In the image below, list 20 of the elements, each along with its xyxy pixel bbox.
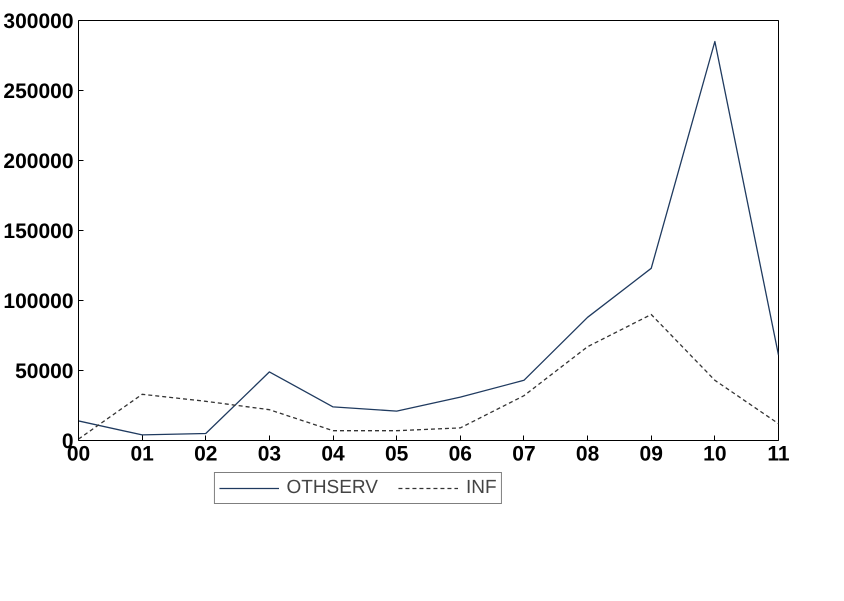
x-tick-label: 11 [767, 442, 790, 466]
x-tick-label: 05 [385, 442, 409, 466]
y-tick-label: 200000 [3, 150, 74, 173]
legend-label: OTHSERV [286, 477, 378, 499]
y-tick-label: 300000 [3, 10, 74, 33]
y-tick-label: 150000 [3, 220, 74, 243]
x-tick-label: 02 [194, 442, 218, 466]
x-tick-label: 09 [640, 442, 663, 466]
y-tick-label: 250000 [3, 80, 74, 103]
line-series [78, 40, 778, 436]
x-tick-label: 08 [576, 442, 600, 466]
legend-label: INF [466, 477, 497, 499]
x-tick-label: 06 [448, 442, 472, 466]
x-tick-label: 01 [130, 442, 154, 466]
y-tick-label: 100000 [3, 290, 74, 313]
x-tick-label: 04 [321, 442, 346, 466]
x-tick-label: 03 [258, 442, 282, 466]
y-tick-label: 50000 [15, 360, 74, 383]
x-tick-label: 07 [512, 442, 536, 466]
x-tick-label: 10 [703, 442, 727, 466]
